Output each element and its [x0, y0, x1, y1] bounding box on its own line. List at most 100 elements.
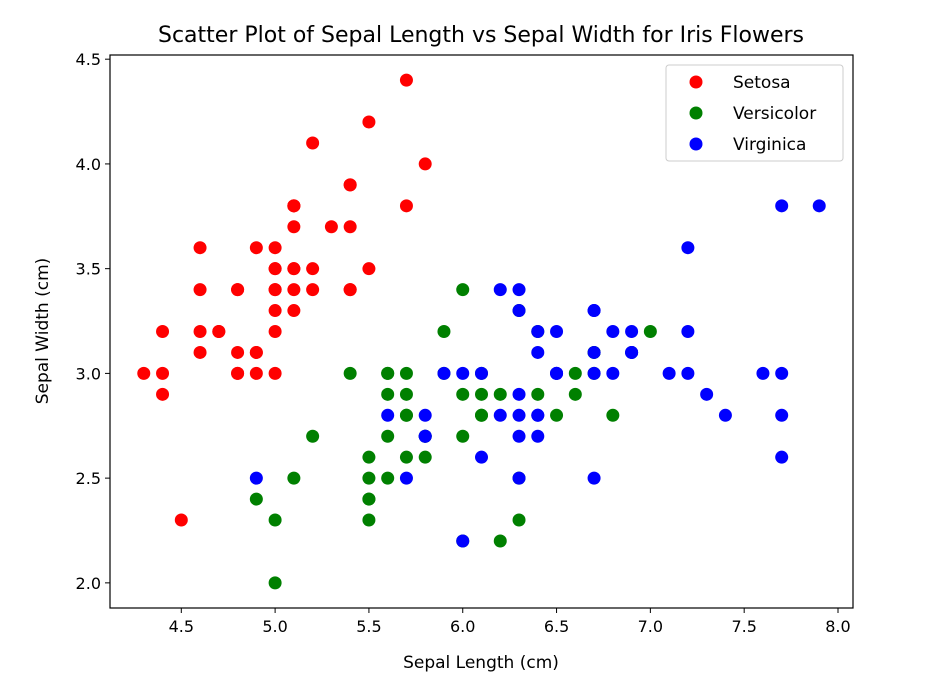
point-virginica [493, 408, 507, 422]
point-versicolor [493, 534, 507, 548]
point-versicolor [399, 366, 413, 380]
series-setosa [137, 73, 432, 527]
point-virginica [512, 387, 526, 401]
point-setosa [193, 283, 207, 297]
point-virginica [512, 429, 526, 443]
point-setosa [268, 366, 282, 380]
point-setosa [343, 220, 357, 234]
point-virginica [512, 304, 526, 318]
point-virginica [775, 408, 789, 422]
point-virginica [418, 408, 432, 422]
point-virginica [718, 408, 732, 422]
point-versicolor [456, 429, 470, 443]
point-setosa [268, 262, 282, 276]
point-versicolor [493, 387, 507, 401]
point-setosa [156, 325, 170, 338]
point-virginica [399, 471, 413, 485]
point-setosa [399, 199, 413, 213]
point-versicolor [362, 492, 376, 506]
point-versicolor [287, 471, 301, 485]
point-setosa [137, 366, 151, 380]
point-setosa [362, 115, 376, 129]
point-versicolor [568, 387, 582, 401]
point-virginica [775, 199, 789, 213]
point-versicolor [362, 450, 376, 464]
x-tick-label: 5.0 [262, 617, 287, 636]
point-setosa [287, 262, 301, 276]
point-versicolor [475, 387, 488, 401]
plot-frame [109, 54, 854, 609]
x-axis-label: Sepal Length (cm) [403, 653, 559, 673]
point-setosa [343, 283, 357, 297]
point-versicolor [381, 471, 395, 485]
legend-marker-virginica [689, 137, 703, 151]
point-versicolor [643, 325, 657, 338]
point-setosa [193, 345, 207, 359]
point-virginica [249, 471, 263, 485]
point-setosa [249, 345, 263, 359]
point-virginica [812, 199, 826, 213]
legend-box [665, 64, 844, 162]
y-tick-label: 2.5 [76, 469, 101, 488]
x-tick-label: 5.5 [356, 617, 381, 636]
point-virginica [531, 325, 545, 338]
point-virginica [625, 325, 639, 338]
point-virginica [437, 366, 451, 380]
point-virginica [531, 429, 545, 443]
point-virginica [625, 345, 639, 359]
point-virginica [587, 304, 601, 318]
point-versicolor [249, 492, 263, 506]
point-setosa [287, 199, 301, 213]
point-virginica [531, 345, 545, 359]
point-versicolor [362, 471, 376, 485]
point-setosa [287, 220, 301, 234]
point-versicolor [268, 513, 282, 527]
point-versicolor [568, 366, 582, 380]
point-setosa [287, 283, 301, 297]
point-setosa [249, 366, 263, 380]
point-versicolor [343, 366, 357, 380]
point-virginica [475, 450, 488, 464]
point-setosa [268, 325, 282, 338]
point-virginica [587, 345, 601, 359]
point-setosa [231, 366, 245, 380]
point-setosa [306, 262, 320, 276]
point-setosa [399, 73, 413, 87]
point-virginica [681, 325, 695, 338]
point-virginica [775, 450, 789, 464]
x-axis: 4.5 5.0 5.5 6.0 6.5 7.0 7.5 8.0 [169, 608, 851, 636]
series-virginica [249, 199, 826, 548]
x-tick-label: 4.5 [169, 617, 194, 636]
point-virginica [550, 366, 564, 380]
point-setosa [156, 366, 170, 380]
point-versicolor [399, 450, 413, 464]
point-setosa [306, 136, 320, 150]
point-virginica [681, 366, 695, 380]
legend-label-versicolor: Versicolor [733, 104, 816, 124]
point-versicolor [381, 429, 395, 443]
point-virginica [681, 241, 695, 255]
point-versicolor [381, 387, 395, 401]
point-versicolor [399, 387, 413, 401]
point-setosa [174, 513, 188, 527]
point-setosa [231, 283, 245, 297]
point-virginica [512, 408, 526, 422]
point-setosa [268, 283, 282, 297]
point-setosa [306, 283, 320, 297]
legend-marker-versicolor [689, 106, 703, 120]
point-virginica [775, 366, 789, 380]
legend-marker-setosa [689, 75, 703, 89]
point-virginica [381, 408, 395, 422]
point-versicolor [475, 408, 488, 422]
point-versicolor [531, 387, 545, 401]
x-tick-label: 7.5 [731, 617, 756, 636]
point-versicolor [418, 450, 432, 464]
point-setosa [231, 345, 245, 359]
y-tick-label: 2.0 [76, 574, 101, 593]
y-tick-label: 4.5 [76, 50, 101, 69]
point-versicolor [381, 366, 395, 380]
chart-title: Scatter Plot of Sepal Length vs Sepal Wi… [158, 23, 804, 48]
data-points [137, 73, 826, 590]
x-tick-label: 6.0 [450, 617, 475, 636]
y-tick-label: 3.0 [76, 364, 101, 383]
